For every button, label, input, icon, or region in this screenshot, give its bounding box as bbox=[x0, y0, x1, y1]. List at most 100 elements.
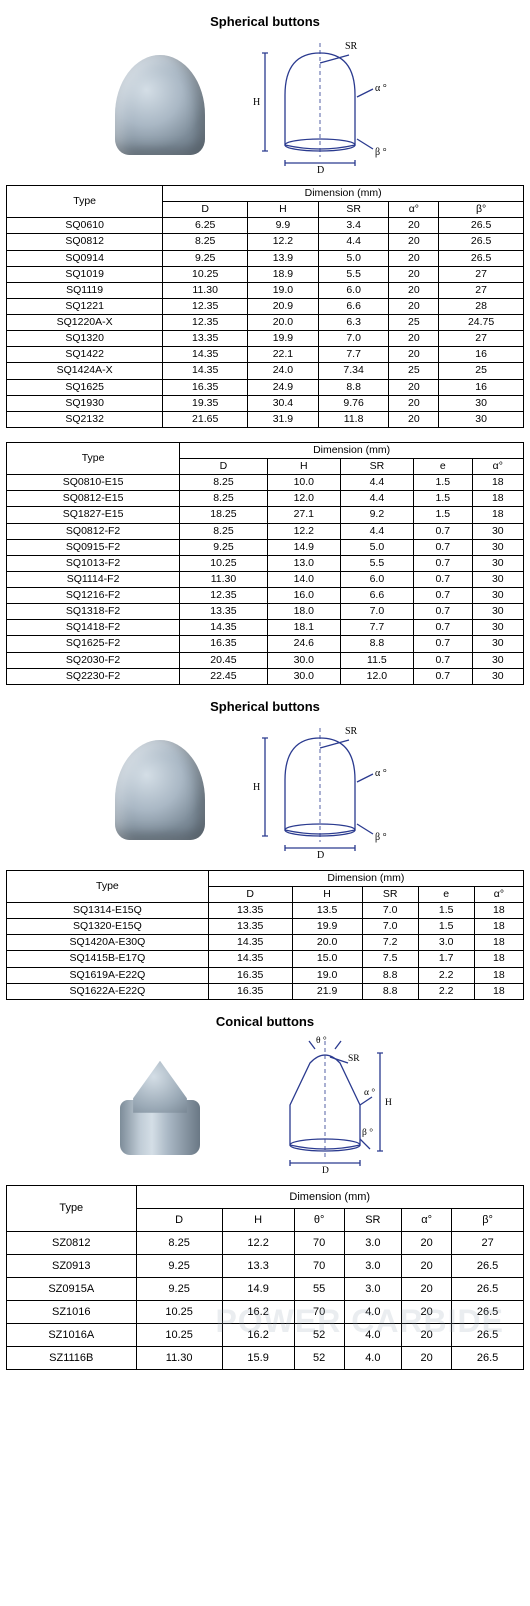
table-cell: 0.7 bbox=[413, 652, 472, 668]
table-cell: 26.5 bbox=[452, 1323, 524, 1346]
table-cell: 30 bbox=[472, 636, 523, 652]
table-cell: 5.5 bbox=[340, 555, 413, 571]
table-cell: 16.2 bbox=[222, 1323, 294, 1346]
table-cell: 7.2 bbox=[362, 935, 418, 951]
table-cell: 13.0 bbox=[267, 555, 340, 571]
table-cell: 27.1 bbox=[267, 507, 340, 523]
table-cell: 21.9 bbox=[292, 983, 362, 999]
table-cell: SQ1622A-E22Q bbox=[7, 983, 209, 999]
diagram-spherical-svg-2: H D SR α ° β ° bbox=[225, 720, 415, 860]
table-cell: 3.4 bbox=[318, 218, 389, 234]
table-cell: 8.25 bbox=[180, 475, 268, 491]
table-spherical-3: TypeDimension (mm)DHSReα°SQ1314-E15Q13.3… bbox=[6, 870, 524, 1000]
dim-header: Dimension (mm) bbox=[180, 442, 524, 458]
table-cell: 1.5 bbox=[418, 919, 474, 935]
table-cell: 8.25 bbox=[180, 523, 268, 539]
table-row: SQ1013-F210.2513.05.50.730 bbox=[7, 555, 524, 571]
col-header: β° bbox=[439, 202, 524, 218]
table-cell: 18.25 bbox=[180, 507, 268, 523]
table-cell: SQ0812 bbox=[7, 234, 163, 250]
table-cell: 52 bbox=[294, 1323, 344, 1346]
table-cell: 12.35 bbox=[163, 315, 248, 331]
table-cell: 8.8 bbox=[362, 983, 418, 999]
type-header: Type bbox=[7, 870, 209, 902]
table-row: SQ1220A-X12.3520.06.32524.75 bbox=[7, 315, 524, 331]
table-cell: SQ1415B-E17Q bbox=[7, 951, 209, 967]
table-cell: 3.0 bbox=[344, 1231, 401, 1254]
table-cell: 25 bbox=[389, 363, 439, 379]
table-cell: 30 bbox=[472, 668, 523, 684]
table-cell: 27 bbox=[439, 282, 524, 298]
table-cell: 30 bbox=[472, 652, 523, 668]
table-row: SQ1625-F216.3524.68.80.730 bbox=[7, 636, 524, 652]
table-cell: 20 bbox=[389, 218, 439, 234]
table-cell: 20 bbox=[389, 395, 439, 411]
table-row: SQ193019.3530.49.762030 bbox=[7, 395, 524, 411]
section-title-conical: Conical buttons bbox=[6, 1014, 524, 1029]
label-SR: SR bbox=[348, 1054, 360, 1064]
diagram-row-2: H D SR α ° β ° bbox=[6, 720, 524, 860]
table-cell: SZ1016A bbox=[7, 1323, 137, 1346]
table-row: SQ122112.3520.96.62028 bbox=[7, 298, 524, 314]
table-row: SQ111911.3019.06.02027 bbox=[7, 282, 524, 298]
table-cell: 6.3 bbox=[318, 315, 389, 331]
table-cell: 30 bbox=[472, 523, 523, 539]
table-cell: 20 bbox=[402, 1323, 452, 1346]
col-header: β° bbox=[452, 1208, 524, 1231]
table-cell: 19.0 bbox=[292, 967, 362, 983]
table-cell: 2.2 bbox=[418, 967, 474, 983]
table-cell: SQ1318-F2 bbox=[7, 604, 180, 620]
table-cell: 8.8 bbox=[340, 636, 413, 652]
table-cell: 11.5 bbox=[340, 652, 413, 668]
table-cell: 3.0 bbox=[418, 935, 474, 951]
table-cell: SQ1220A-X bbox=[7, 315, 163, 331]
table-cell: 20 bbox=[402, 1300, 452, 1323]
photo-spherical-1 bbox=[115, 55, 205, 155]
table-row: SQ213221.6531.911.82030 bbox=[7, 411, 524, 427]
table-row: SZ08128.2512.2703.02027 bbox=[7, 1231, 524, 1254]
type-header: Type bbox=[7, 442, 180, 474]
table-cell: 1.7 bbox=[418, 951, 474, 967]
table-cell: 7.0 bbox=[362, 903, 418, 919]
table-cell: SZ0812 bbox=[7, 1231, 137, 1254]
table-cell: 5.0 bbox=[340, 539, 413, 555]
table-cell: SQ1221 bbox=[7, 298, 163, 314]
table-cell: 14.35 bbox=[208, 935, 292, 951]
table-cell: 4.4 bbox=[318, 234, 389, 250]
col-header: SR bbox=[318, 202, 389, 218]
table-cell: 30.0 bbox=[267, 668, 340, 684]
table-cell: 7.0 bbox=[340, 604, 413, 620]
table-cell: 13.35 bbox=[163, 331, 248, 347]
table-cell: 14.9 bbox=[222, 1277, 294, 1300]
label-H: H bbox=[385, 1098, 392, 1108]
table-cell: SQ1114-F2 bbox=[7, 571, 180, 587]
table-cell: 8.25 bbox=[163, 234, 248, 250]
table-cell: 5.0 bbox=[318, 250, 389, 266]
table-row: SQ1420A-E30Q14.3520.07.23.018 bbox=[7, 935, 524, 951]
table-cell: 14.35 bbox=[163, 363, 248, 379]
type-header: Type bbox=[7, 186, 163, 218]
col-header: e bbox=[413, 459, 472, 475]
table-cell: 30.0 bbox=[267, 652, 340, 668]
label-SR: SR bbox=[345, 726, 358, 737]
table-cell: SQ2132 bbox=[7, 411, 163, 427]
table-cell: 10.25 bbox=[180, 555, 268, 571]
table-cell: 0.7 bbox=[413, 571, 472, 587]
table-cell: SZ0913 bbox=[7, 1254, 137, 1277]
table-cell: 30 bbox=[439, 411, 524, 427]
table-cell: 3.0 bbox=[344, 1254, 401, 1277]
table-cell: 5.5 bbox=[318, 266, 389, 282]
table-cell: 0.7 bbox=[413, 588, 472, 604]
table-cell: 24.75 bbox=[439, 315, 524, 331]
table-row: SQ1619A-E22Q16.3519.08.82.218 bbox=[7, 967, 524, 983]
table-cell: 1.5 bbox=[418, 903, 474, 919]
table-cell: 9.25 bbox=[136, 1277, 222, 1300]
col-header: D bbox=[180, 459, 268, 475]
table-cell: SZ0915A bbox=[7, 1277, 137, 1300]
table-cell: SZ1016 bbox=[7, 1300, 137, 1323]
table-cell: 6.6 bbox=[318, 298, 389, 314]
table-cell: 0.7 bbox=[413, 523, 472, 539]
table-cell: 25 bbox=[389, 315, 439, 331]
table-cell: 26.5 bbox=[439, 218, 524, 234]
col-header: e bbox=[418, 886, 474, 902]
